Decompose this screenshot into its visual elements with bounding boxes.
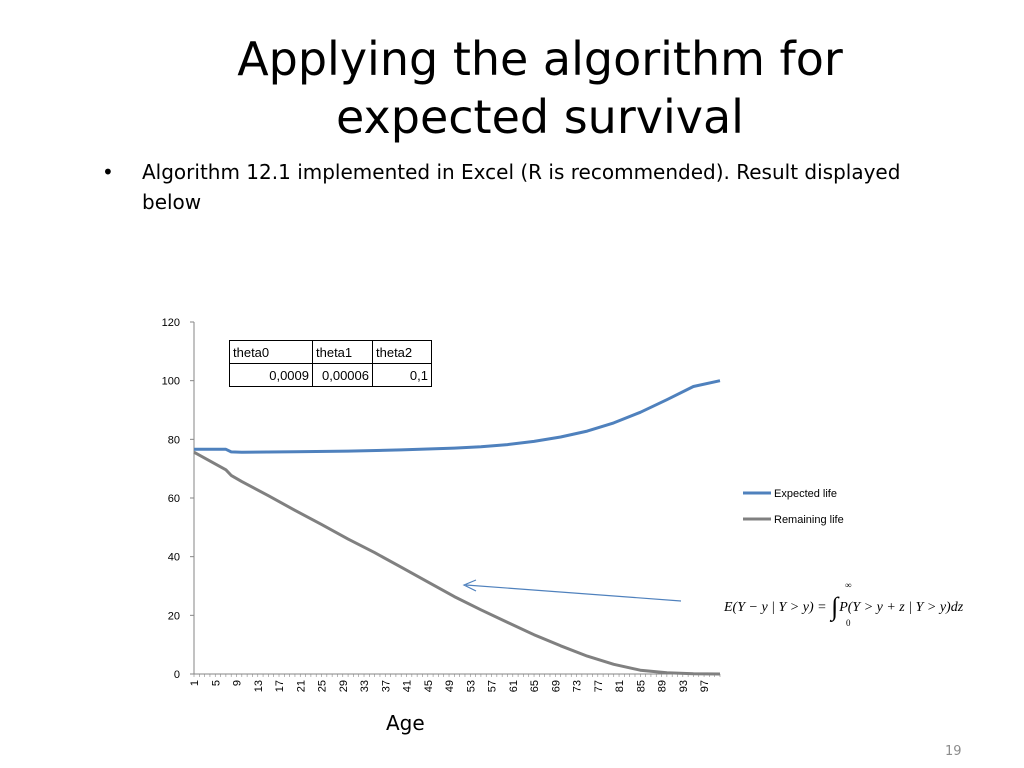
slide-title: Applying the algorithm for expected surv… <box>130 30 950 146</box>
bullet-icon: • <box>102 160 114 184</box>
x-tick-label: 93 <box>678 680 690 692</box>
y-tick-label: 100 <box>162 376 180 388</box>
y-tick-label: 60 <box>168 493 180 505</box>
x-tick-label: 29 <box>338 680 350 692</box>
arrow-head <box>462 579 477 592</box>
bullet-item: • Algorithm 12.1 implemented in Excel (R… <box>102 157 942 217</box>
x-tick-label: 65 <box>529 680 541 692</box>
y-tick-label: 40 <box>168 552 180 564</box>
annotation-arrow <box>462 579 682 602</box>
legend-label: Expected life <box>774 488 837 500</box>
x-tick-label: 69 <box>550 680 562 692</box>
arrow-shaft <box>465 584 682 602</box>
x-tick-label: 57 <box>487 680 499 692</box>
expected-life-formula: E(Y − y | Y > y) = ∫P(Y > y + z | Y > y)… <box>724 580 964 628</box>
x-tick-label: 45 <box>423 680 435 692</box>
y-tick-label: 120 <box>162 317 180 329</box>
x-tick-label: 1 <box>189 680 201 686</box>
title-line-1: Applying the algorithm for <box>237 32 843 86</box>
x-tick-label: 85 <box>635 680 647 692</box>
x-tick-label: 37 <box>380 680 392 692</box>
x-tick-label: 21 <box>295 680 307 692</box>
y-tick-label: 20 <box>168 610 180 622</box>
series-line-remaining-life <box>193 450 721 676</box>
chart-series <box>193 379 721 676</box>
x-tick-label: 97 <box>699 680 711 692</box>
integral-symbol: ∫ <box>831 592 839 621</box>
x-tick-label: 13 <box>253 680 265 692</box>
x-tick-label: 73 <box>572 680 584 692</box>
header-theta0: theta0 <box>229 340 313 364</box>
x-tick-label: 77 <box>593 680 605 692</box>
x-tick-label: 53 <box>465 680 477 692</box>
integral-lower-limit: 0 <box>846 618 851 628</box>
x-tick-label: 49 <box>444 680 456 692</box>
x-tick-label: 41 <box>402 680 414 692</box>
value-theta0: 0,0009 <box>229 363 313 387</box>
chart-axes: 0 20 40 60 80 100 120 1 5 9 13 17 21 25 29 33 37 41 45 49 53… <box>162 317 721 692</box>
x-tick-label: 89 <box>657 680 669 692</box>
x-tick-label: 81 <box>614 680 626 692</box>
legend-label: Remaining life <box>774 514 844 526</box>
integral-upper-limit: ∞ <box>845 580 852 590</box>
parameter-table: theta0 theta1 theta2 0,0009 0,00006 0,1 <box>229 340 432 387</box>
y-tick-label: 80 <box>168 434 180 446</box>
formula-rhs: P(Y > y + z | Y > y)dz <box>839 600 964 615</box>
series-line-expected-life <box>194 379 721 454</box>
value-theta2: 0,1 <box>372 363 432 387</box>
x-tick-label: 5 <box>210 680 222 686</box>
x-tick-label: 25 <box>317 680 329 692</box>
bullet-text: Algorithm 12.1 implemented in Excel (R i… <box>142 160 901 214</box>
title-line-2: expected survival <box>336 90 744 144</box>
page-number: 19 <box>945 744 962 759</box>
y-tick-label: 0 <box>174 669 180 681</box>
x-axis-label: Age <box>386 711 425 735</box>
x-tick-label: 33 <box>359 680 371 692</box>
chart-legend: Expected life Remaining life <box>743 488 844 526</box>
formula-lhs: E(Y − y | Y > y) = <box>724 600 831 615</box>
x-tick-label: 17 <box>274 680 286 692</box>
header-theta2: theta2 <box>372 340 432 364</box>
x-tick-label: 61 <box>508 680 520 692</box>
header-theta1: theta1 <box>312 340 373 364</box>
x-tick-label: 9 <box>232 680 244 686</box>
value-theta1: 0,00006 <box>312 363 373 387</box>
